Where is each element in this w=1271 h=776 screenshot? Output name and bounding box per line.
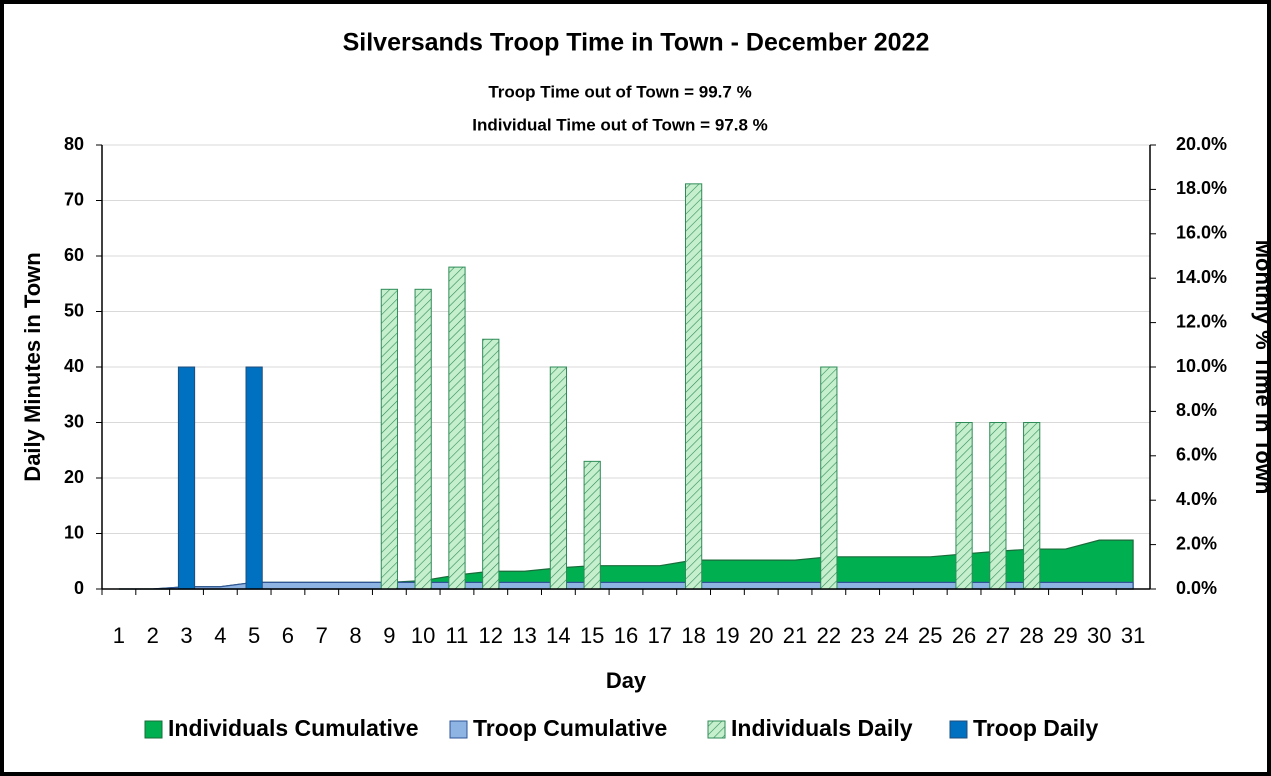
- x-tick-label: 13: [512, 623, 536, 648]
- x-tick-label: 6: [282, 623, 294, 648]
- y-tick-label: 70: [64, 189, 84, 209]
- bar: [177, 366, 196, 590]
- x-tick-label: 24: [884, 623, 908, 648]
- legend-label: Troop Daily: [973, 715, 1098, 741]
- bar: [448, 266, 466, 590]
- x-tick-label: 16: [614, 623, 638, 648]
- y-tick-label: 60: [64, 245, 84, 265]
- bar: [245, 366, 263, 590]
- y2-tick-label: 2.0%: [1176, 533, 1217, 553]
- legend-label: Individuals Daily: [731, 715, 913, 741]
- y2-tick-label: 14.0%: [1176, 267, 1227, 287]
- x-tick-label: 21: [783, 623, 807, 648]
- y2-tick-label: 4.0%: [1176, 489, 1217, 509]
- legend-label: Individuals Cumulative: [168, 715, 419, 741]
- bar: [955, 422, 973, 590]
- bar: [482, 338, 500, 590]
- x-tick-label: 29: [1053, 623, 1077, 648]
- x-tick-label: 27: [986, 623, 1010, 648]
- x-tick-label: 18: [681, 623, 705, 648]
- bar: [583, 460, 601, 590]
- x-tick-label: 4: [214, 623, 226, 648]
- x-tick-label: 7: [316, 623, 328, 648]
- y-tick-label: 80: [64, 134, 84, 154]
- x-tick-label: 26: [952, 623, 976, 648]
- legend-swatch: [707, 720, 726, 739]
- area: [118, 581, 1134, 590]
- x-tick-label: 14: [546, 623, 570, 648]
- y2-tick-label: 0.0%: [1176, 578, 1217, 598]
- chart-title: Silversands Troop Time in Town - Decembe…: [343, 29, 930, 57]
- y2-tick-label: 10.0%: [1176, 356, 1227, 376]
- x-tick-label: 28: [1019, 623, 1043, 648]
- y-tick-label: 10: [64, 522, 84, 542]
- bar: [549, 366, 568, 590]
- y-tick-label: 40: [64, 356, 84, 376]
- x-axis-label: Day: [606, 668, 647, 693]
- legend-swatch: [449, 720, 468, 739]
- bar: [989, 422, 1007, 590]
- x-tick-label: 20: [749, 623, 773, 648]
- x-tick-label: 25: [918, 623, 942, 648]
- y2-tick-label: 8.0%: [1176, 400, 1217, 420]
- annotation: Troop Time out of Town = 99.7 %: [488, 82, 751, 101]
- x-tick-label: 3: [180, 623, 192, 648]
- x-tick-label: 12: [479, 623, 503, 648]
- x-tick-label: 23: [850, 623, 874, 648]
- x-tick-label: 8: [349, 623, 361, 648]
- x-tick-label: 22: [817, 623, 841, 648]
- bar: [414, 288, 432, 590]
- y-tick-label: 30: [64, 411, 84, 431]
- bar: [820, 366, 838, 590]
- x-tick-label: 5: [248, 623, 260, 648]
- x-tick-label: 1: [113, 623, 125, 648]
- y-tick-label: 20: [64, 467, 84, 487]
- y2-tick-label: 16.0%: [1176, 223, 1227, 243]
- legend-label: Troop Cumulative: [473, 715, 667, 741]
- x-tick-label: 10: [411, 623, 435, 648]
- bar: [684, 183, 703, 590]
- x-tick-label: 17: [648, 623, 672, 648]
- bar: [1023, 422, 1041, 590]
- y2-tick-label: 18.0%: [1176, 178, 1227, 198]
- x-tick-label: 19: [715, 623, 739, 648]
- y2-tick-label: 6.0%: [1176, 445, 1217, 465]
- x-tick-label: 31: [1121, 623, 1145, 648]
- y-tick-label: 50: [64, 300, 84, 320]
- y2-tick-label: 20.0%: [1176, 134, 1227, 154]
- y2-axis-label: Monthly % Time in Town: [1251, 240, 1271, 495]
- legend-swatch: [949, 720, 968, 739]
- y-tick-label: 0: [74, 578, 84, 598]
- y2-tick-label: 12.0%: [1176, 311, 1227, 331]
- annotation: Individual Time out of Town = 97.8 %: [472, 115, 768, 134]
- x-tick-label: 11: [446, 623, 469, 648]
- bar: [380, 288, 398, 590]
- x-tick-label: 15: [580, 623, 604, 648]
- x-tick-label: 9: [383, 623, 395, 648]
- y-axis-label: Daily Minutes in Town: [20, 252, 45, 481]
- x-tick-label: 2: [147, 623, 159, 648]
- x-tick-label: 30: [1087, 623, 1111, 648]
- legend-swatch: [144, 720, 163, 739]
